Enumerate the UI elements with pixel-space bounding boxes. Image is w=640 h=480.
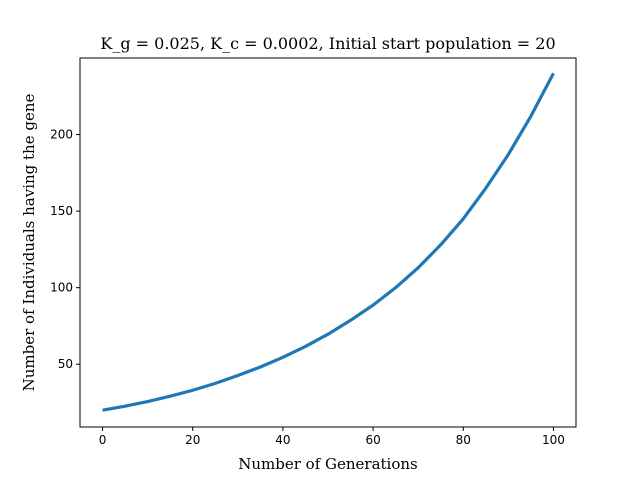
- y-tick-label: 150: [50, 204, 73, 218]
- x-tick-label: 60: [365, 433, 380, 447]
- x-tick-label: 40: [275, 433, 290, 447]
- plot-frame: [79, 57, 577, 428]
- chart-title: K_g = 0.025, K_c = 0.0002, Initial start…: [100, 34, 555, 53]
- x-tick-label: 20: [185, 433, 200, 447]
- y-tick-label: 200: [50, 128, 73, 142]
- series-line: [102, 72, 555, 412]
- axis-ticks: 0 20 40 60 80 100 50 100 150 200: [50, 128, 565, 447]
- y-axis-label: Number of Individuals having the gene: [20, 94, 38, 392]
- x-axis-label: Number of Generations: [238, 455, 418, 473]
- y-tick-label: 100: [50, 281, 73, 295]
- y-tick-label: 50: [58, 357, 73, 371]
- x-tick-label: 0: [99, 433, 107, 447]
- x-tick-label: 100: [542, 433, 565, 447]
- x-tick-label: 80: [456, 433, 471, 447]
